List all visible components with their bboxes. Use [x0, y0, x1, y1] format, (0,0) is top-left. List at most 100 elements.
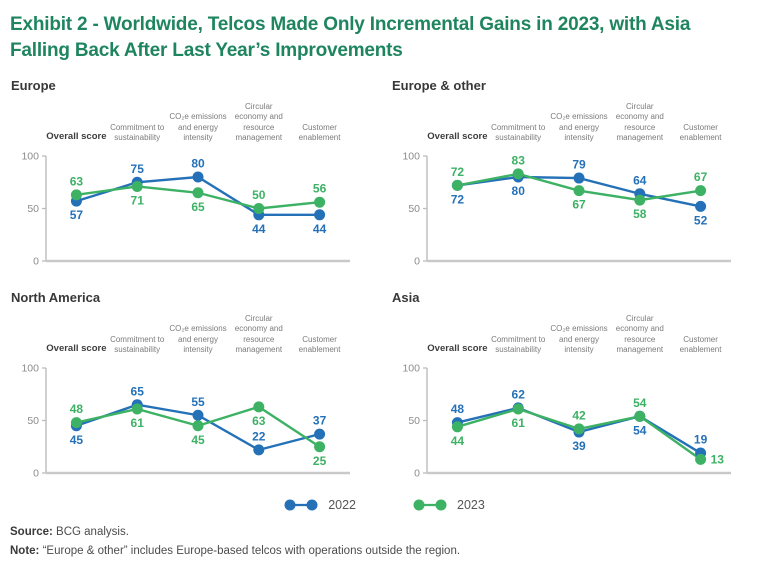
- source-text: BCG analysis.: [56, 526, 129, 539]
- svg-text:25: 25: [313, 454, 327, 468]
- source-line: Source: BCG analysis.: [10, 526, 756, 538]
- category-headers: Overall score Commitment to sustainabilit…: [427, 101, 731, 146]
- category-label: Customer enablement: [679, 334, 722, 355]
- chart-grid: Europe Overall score Commitment to sustai…: [0, 78, 768, 486]
- category-headers: Overall score Commitment to sustainabilit…: [46, 101, 350, 146]
- chart-svg: 100 50 0 45 65 55 22 37 48 61 45 63 25: [21, 363, 350, 480]
- category-label: Customer enablement: [298, 122, 341, 143]
- region-title: Europe & other: [392, 78, 486, 94]
- chart-svg: 100 50 0 48 62 39 54 19 44 61 42 54 13: [402, 363, 731, 480]
- chart-panel-north-america: North America Overall score Commitment to…: [10, 290, 375, 486]
- footer: Source: BCG analysis. Note: “Europe & ot…: [0, 512, 768, 557]
- svg-text:44: 44: [252, 222, 266, 236]
- svg-text:79: 79: [572, 158, 586, 172]
- legend-marker-icon: [284, 499, 318, 511]
- svg-text:50: 50: [408, 415, 420, 427]
- legend-item-2023: 2023: [412, 498, 485, 512]
- svg-text:80: 80: [512, 184, 526, 198]
- svg-text:71: 71: [131, 194, 145, 208]
- category-label: Commitment to sustainability: [110, 334, 165, 355]
- category-label: CO₂e emissions and energy intensity: [550, 324, 608, 355]
- region-title: North America: [11, 290, 101, 306]
- svg-text:13: 13: [711, 453, 725, 467]
- category-label: Circular economy and resource management: [615, 101, 664, 143]
- svg-text:0: 0: [414, 468, 420, 480]
- svg-text:52: 52: [694, 214, 708, 228]
- svg-text:45: 45: [191, 433, 205, 447]
- note-line: Note: “Europe & other” includes Europe-b…: [10, 545, 756, 557]
- category-label: Circular economy and resource management: [615, 313, 664, 355]
- svg-text:100: 100: [21, 151, 39, 163]
- svg-text:50: 50: [27, 203, 39, 215]
- category-label: Overall score: [46, 131, 107, 143]
- svg-text:48: 48: [451, 403, 465, 417]
- svg-text:62: 62: [512, 388, 526, 402]
- svg-text:61: 61: [131, 416, 145, 430]
- chart-panel-asia: Asia Overall score Commitment to sustaina…: [391, 290, 756, 486]
- svg-text:100: 100: [402, 363, 420, 375]
- svg-text:44: 44: [451, 434, 465, 448]
- svg-text:75: 75: [131, 162, 145, 176]
- svg-text:0: 0: [33, 468, 39, 480]
- svg-text:44: 44: [313, 222, 327, 236]
- svg-text:22: 22: [252, 430, 266, 444]
- category-label: Overall score: [427, 343, 488, 355]
- category-label: CO₂e emissions and energy intensity: [169, 112, 227, 143]
- chart-panel-europe-other: Europe & other Overall score Commitment t…: [391, 78, 756, 274]
- category-label: Commitment to sustainability: [110, 122, 165, 143]
- legend-label: 2023: [457, 498, 485, 513]
- svg-text:80: 80: [191, 157, 205, 171]
- svg-text:54: 54: [633, 396, 647, 410]
- category-label: Customer enablement: [298, 334, 341, 355]
- region-title: Asia: [392, 290, 420, 306]
- chart-panel-europe: Europe Overall score Commitment to sustai…: [10, 78, 375, 274]
- svg-text:65: 65: [191, 200, 205, 214]
- svg-text:48: 48: [70, 403, 84, 417]
- svg-text:50: 50: [252, 188, 266, 202]
- svg-text:67: 67: [694, 171, 708, 185]
- svg-text:58: 58: [633, 208, 647, 222]
- svg-text:54: 54: [633, 424, 647, 438]
- svg-text:0: 0: [33, 256, 39, 268]
- svg-text:100: 100: [21, 363, 39, 375]
- chart-svg: 100 50 0 72 80 79 64 52 72 83 67 58 67: [402, 151, 731, 268]
- svg-text:42: 42: [572, 409, 586, 423]
- category-label: CO₂e emissions and energy intensity: [169, 324, 227, 355]
- svg-text:72: 72: [451, 165, 465, 179]
- svg-text:67: 67: [572, 198, 586, 212]
- svg-text:37: 37: [313, 414, 327, 428]
- category-label: Circular economy and resource management: [234, 313, 283, 355]
- svg-text:45: 45: [70, 433, 84, 447]
- category-label: CO₂e emissions and energy intensity: [550, 112, 608, 143]
- svg-text:61: 61: [512, 416, 526, 430]
- svg-text:0: 0: [414, 256, 420, 268]
- svg-text:56: 56: [313, 182, 327, 196]
- svg-text:63: 63: [70, 175, 84, 189]
- category-label: Circular economy and resource management: [234, 101, 283, 143]
- svg-text:50: 50: [27, 415, 39, 427]
- category-label: Commitment to sustainability: [491, 122, 546, 143]
- category-label: Overall score: [427, 131, 488, 143]
- note-text: “Europe & other” includes Europe-based t…: [42, 545, 461, 558]
- region-title: Europe: [11, 78, 56, 94]
- svg-text:39: 39: [572, 439, 586, 453]
- svg-text:50: 50: [408, 203, 420, 215]
- category-headers: Overall score Commitment to sustainabilit…: [46, 313, 350, 358]
- svg-text:65: 65: [131, 385, 145, 399]
- chart-svg: 100 50 0 57 75 80 44 44 63 71 65 50 56: [21, 151, 350, 268]
- category-headers: Overall score Commitment to sustainabilit…: [427, 313, 731, 358]
- svg-text:83: 83: [512, 154, 526, 168]
- category-label: Customer enablement: [679, 122, 722, 143]
- legend-item-2022: 2022: [283, 498, 356, 512]
- page-title: Exhibit 2 - Worldwide, Telcos Made Only …: [10, 14, 691, 62]
- svg-text:57: 57: [70, 209, 84, 223]
- svg-text:72: 72: [451, 193, 465, 207]
- legend-label: 2022: [328, 498, 356, 513]
- svg-text:55: 55: [191, 395, 205, 409]
- source-label: Source:: [10, 526, 53, 539]
- category-label: Commitment to sustainability: [491, 334, 546, 355]
- legend: 2022 2023: [0, 498, 768, 512]
- category-label: Overall score: [46, 343, 107, 355]
- svg-text:19: 19: [694, 433, 708, 447]
